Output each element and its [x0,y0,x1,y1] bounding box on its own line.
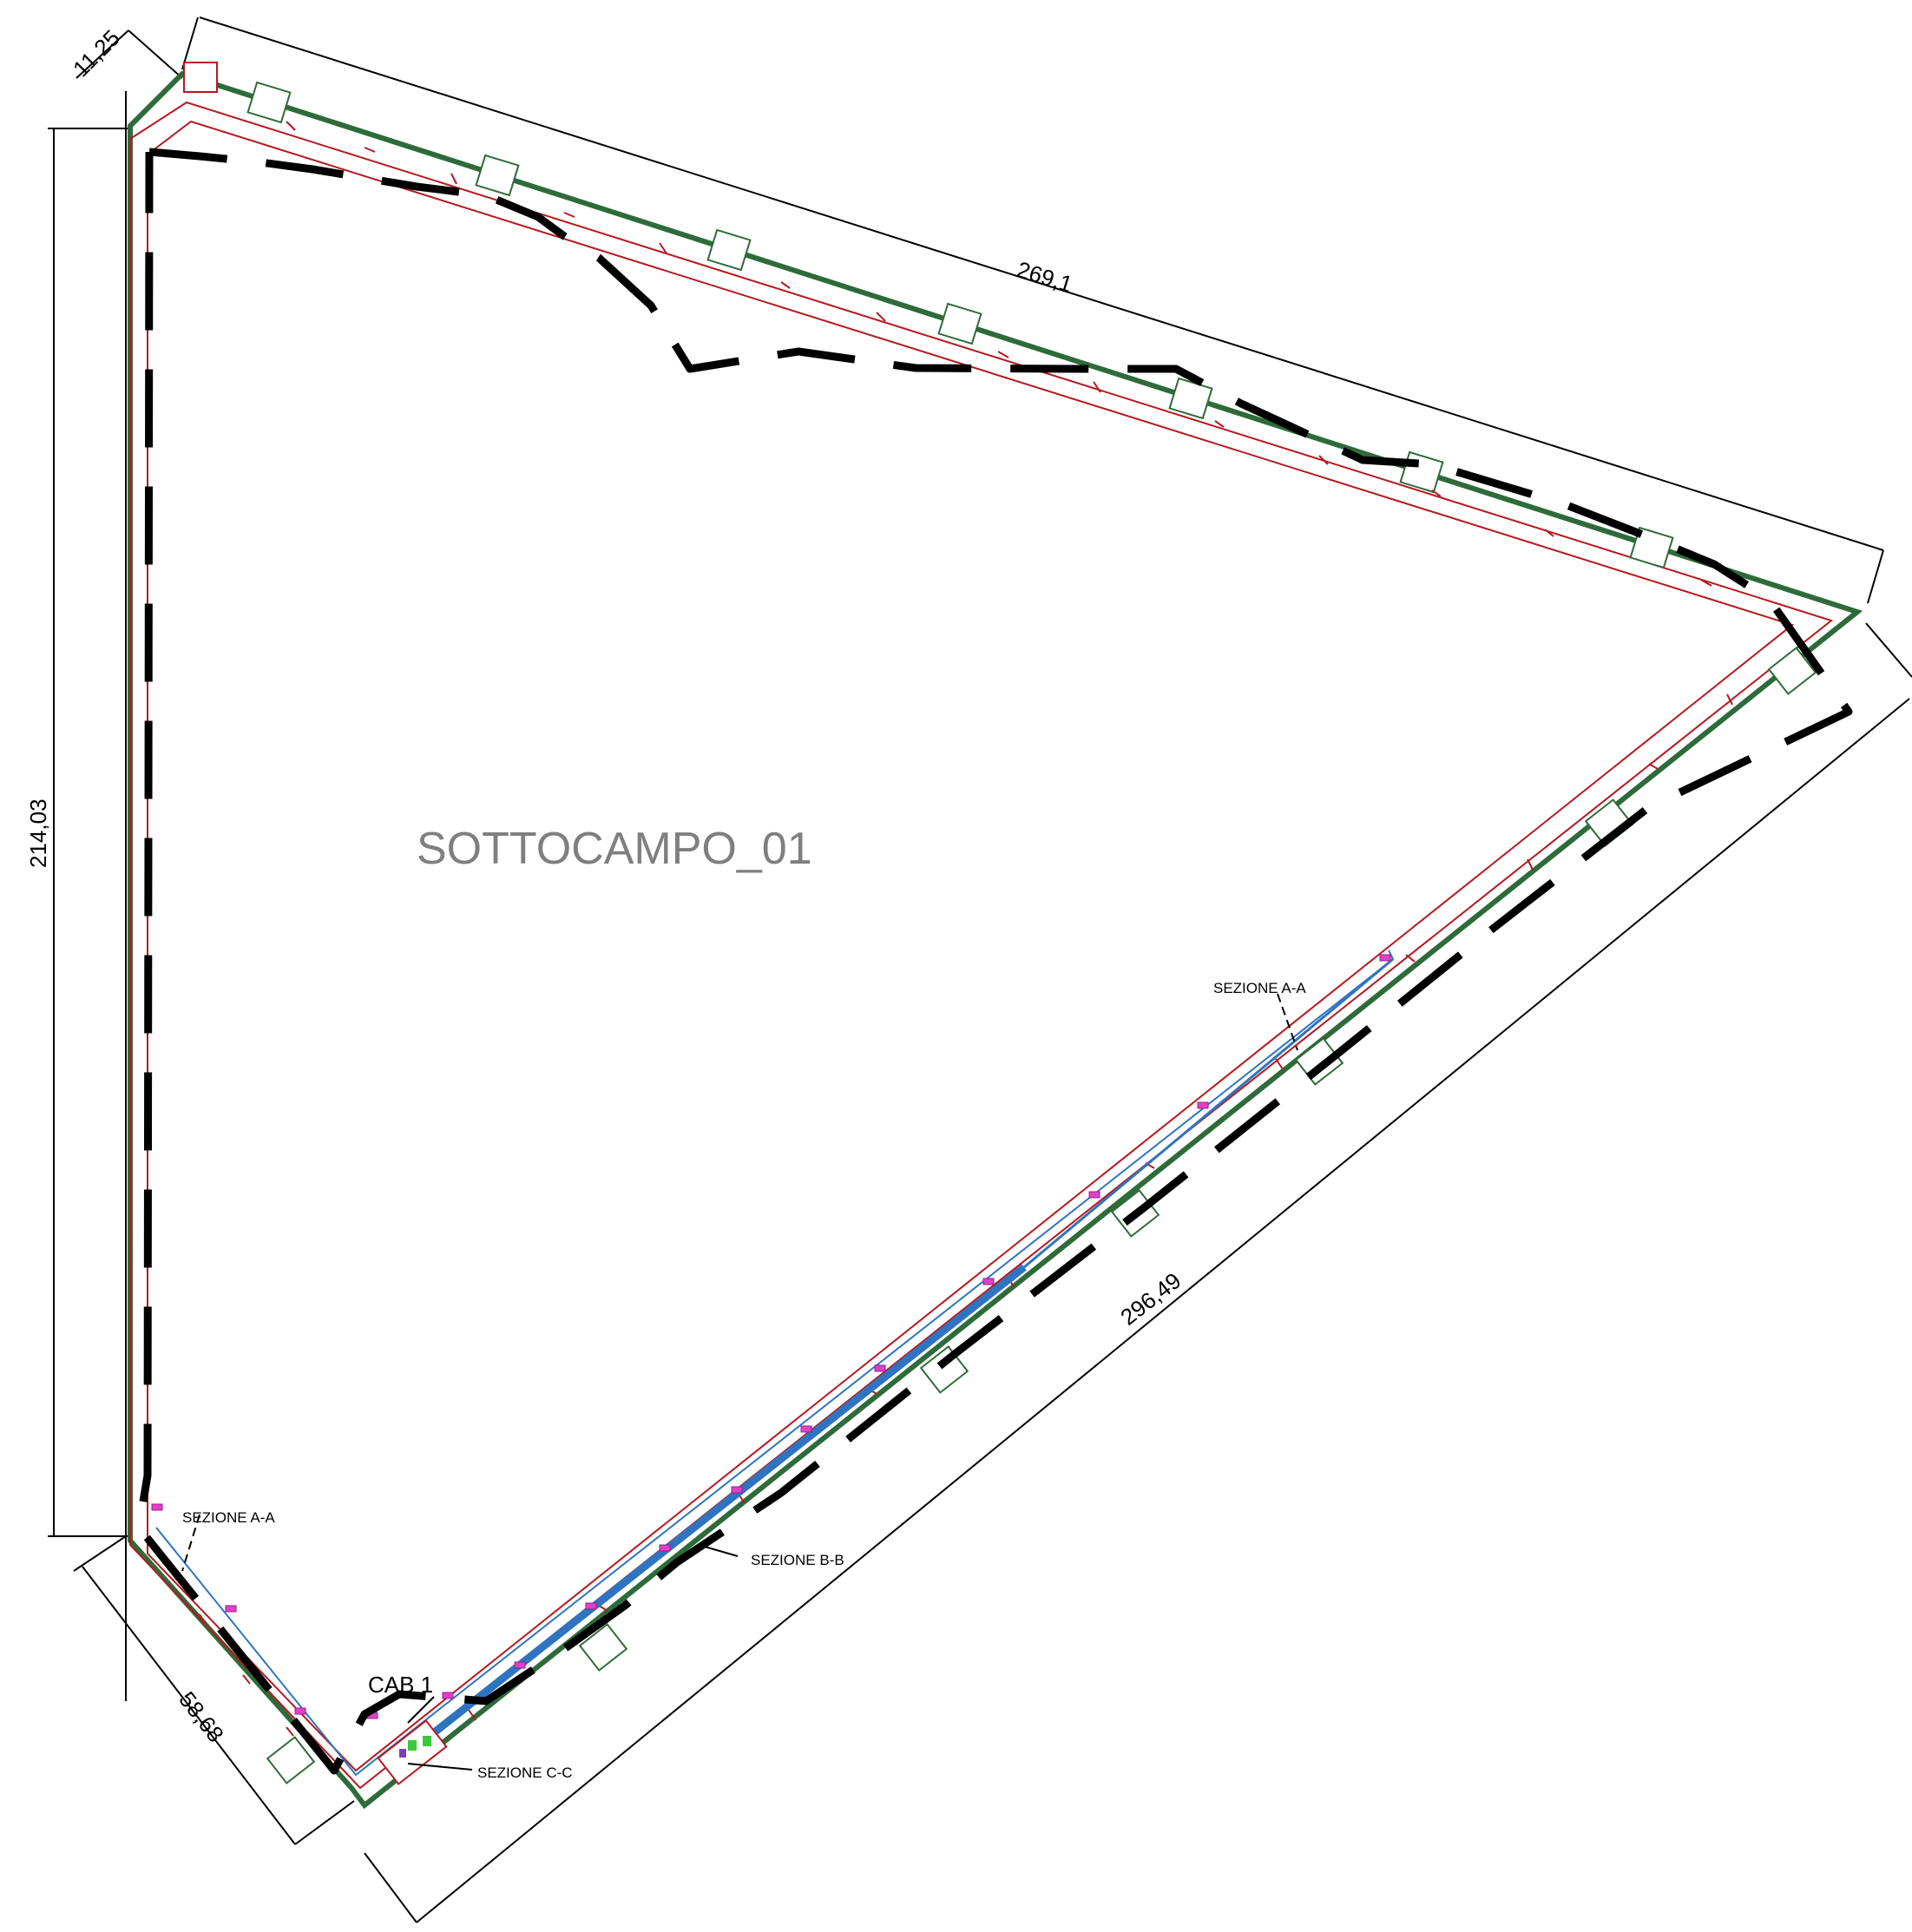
section-a-left-label: SEZIONE A-A [182,1509,275,1526]
section-a-right-label: SEZIONE A-A [1213,980,1306,996]
site-boundary-dashed [135,148,1853,1775]
road-hatching [199,121,1733,1737]
dim-bottom-left: 58,68 [174,1686,229,1747]
site-title: SOTTOCAMPO_01 [417,824,812,874]
outer-fence [128,70,1863,1810]
cable-markers [151,954,1391,1719]
dim-top-edge: 269,1 [1014,256,1075,298]
dim-left-edge: 214,03 [25,798,51,868]
annotation-leaders [181,993,1298,1771]
fence-gates [183,62,1817,1784]
dimension-lines [48,16,1912,1923]
perimeter-road [129,101,1834,1790]
cable-duct [155,950,1395,1777]
section-c-label: SEZIONE C-C [477,1764,573,1781]
dim-offset: 11,25 [68,24,125,82]
cabin-label: CAB 1 [368,1672,433,1698]
section-b-label: SEZIONE B-B [751,1552,844,1568]
